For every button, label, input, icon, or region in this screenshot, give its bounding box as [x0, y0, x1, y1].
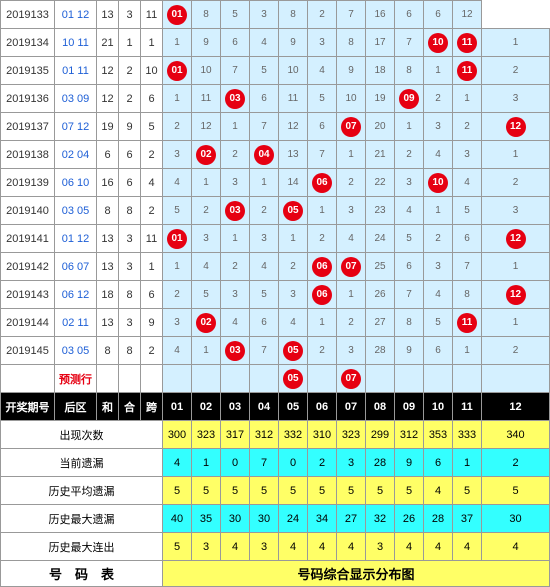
number-ball: 11	[457, 313, 477, 333]
number-ball: 12	[506, 285, 526, 305]
number-ball: 05	[283, 341, 303, 361]
number-ball: 11	[457, 33, 477, 53]
number-ball: 02	[196, 145, 216, 165]
predict-label: 预测行	[55, 365, 97, 393]
stat-label: 出现次数	[1, 421, 163, 449]
number-ball: 10	[428, 33, 448, 53]
number-ball: 11	[457, 61, 477, 81]
number-ball: 01	[167, 5, 187, 25]
number-ball: 12	[506, 229, 526, 249]
stat-label: 历史最大连出	[1, 533, 163, 561]
number-ball: 07	[341, 117, 361, 137]
number-ball: 01	[167, 229, 187, 249]
number-ball: 03	[225, 201, 245, 221]
lottery-table: 201913301 121331101853827166612201913410…	[0, 0, 550, 587]
number-ball: 09	[399, 89, 419, 109]
stat-label: 历史最大遗漏	[1, 505, 163, 533]
number-ball: 03	[225, 89, 245, 109]
number-ball: 05	[283, 201, 303, 221]
number-ball: 06	[312, 285, 332, 305]
stat-label: 当前遗漏	[1, 449, 163, 477]
number-ball: 03	[225, 341, 245, 361]
number-ball: 06	[312, 257, 332, 277]
stat-label: 历史平均遗漏	[1, 477, 163, 505]
number-ball: 04	[254, 145, 274, 165]
number-ball: 07	[341, 257, 361, 277]
number-ball: 12	[506, 117, 526, 137]
number-ball: 01	[167, 61, 187, 81]
number-ball: 10	[428, 173, 448, 193]
number-ball: 06	[312, 173, 332, 193]
number-ball: 02	[196, 313, 216, 333]
